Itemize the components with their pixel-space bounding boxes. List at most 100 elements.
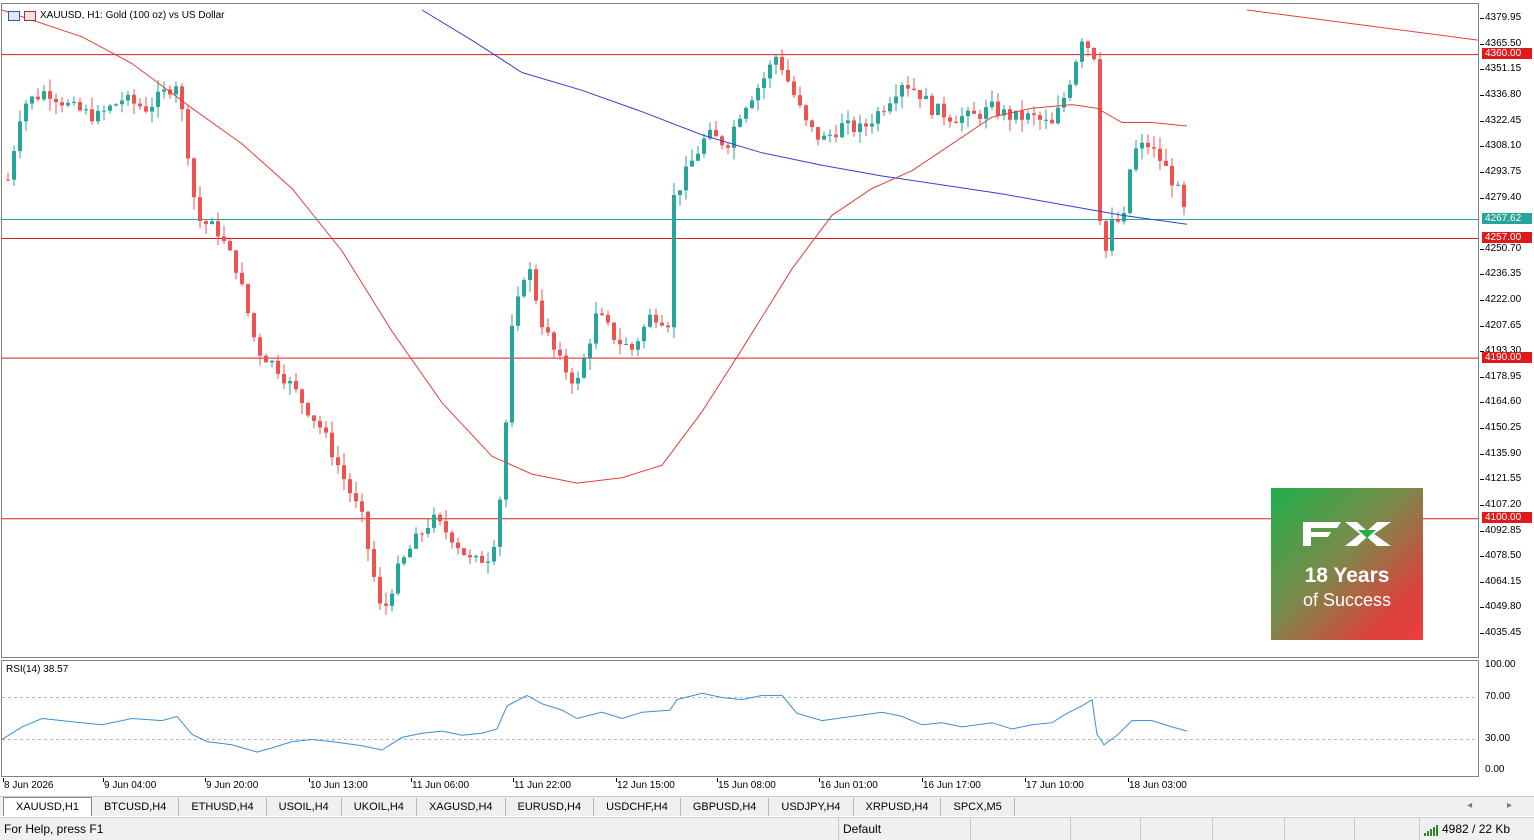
price-tick bbox=[1480, 530, 1484, 532]
candle bbox=[66, 99, 70, 108]
price-tick-label: 4178.95 bbox=[1485, 370, 1522, 382]
candle bbox=[264, 353, 268, 363]
promo-banner[interactable]: 18 Years of Success bbox=[1271, 488, 1423, 640]
time-tick bbox=[513, 778, 514, 782]
chart-tab[interactable]: ETHUSD,H4 bbox=[179, 798, 267, 816]
candle bbox=[1158, 137, 1162, 170]
chart-type-icon[interactable] bbox=[24, 10, 36, 21]
candle bbox=[324, 420, 328, 438]
price-scale[interactable]: 4379.95 4365.50 4351.15 4336.80 4322.45 4308.… bbox=[1480, 3, 1534, 658]
chart-tab[interactable]: USDJPY,H4 bbox=[769, 798, 854, 816]
rsi-scale[interactable]: 100.00 70.00 30.00 0.00 bbox=[1480, 659, 1534, 777]
chart-tab[interactable]: USDCHF,H4 bbox=[594, 798, 681, 816]
candle bbox=[1092, 47, 1096, 62]
chart-tab[interactable]: SPCX,M5 bbox=[941, 798, 1015, 816]
candle bbox=[1026, 110, 1030, 125]
candle bbox=[294, 373, 298, 393]
status-empty-1 bbox=[970, 818, 1070, 840]
candle bbox=[1002, 105, 1006, 121]
time-tick-label: 9 Jun 20:00 bbox=[206, 780, 259, 791]
candle bbox=[276, 354, 280, 380]
candle bbox=[354, 481, 358, 509]
candle bbox=[468, 549, 472, 565]
price-tick bbox=[1480, 633, 1484, 634]
candle bbox=[306, 402, 310, 418]
candle bbox=[894, 84, 898, 112]
status-empty-3 bbox=[1140, 818, 1212, 840]
price-tick-label: 4293.75 bbox=[1485, 165, 1522, 177]
candle bbox=[768, 60, 772, 88]
current-price-tag: 4267.62 bbox=[1482, 213, 1532, 225]
candle bbox=[654, 308, 658, 329]
rsi-tick-label: 30.00 bbox=[1485, 732, 1511, 744]
price-tick-label: 4092.85 bbox=[1485, 524, 1522, 536]
level-price-tag: 4190.00 bbox=[1482, 351, 1532, 363]
candle bbox=[924, 87, 928, 100]
price-tick bbox=[1480, 504, 1484, 506]
candle bbox=[90, 97, 94, 125]
candle bbox=[540, 289, 544, 335]
tab-scroll-arrows-icon[interactable]: ◂ ▸ bbox=[1467, 800, 1528, 811]
chart-tab[interactable]: BTCUSD,H4 bbox=[92, 798, 180, 816]
candle bbox=[1074, 59, 1078, 87]
chart-tab[interactable]: GBPUSD,H4 bbox=[681, 798, 770, 816]
candle bbox=[444, 510, 448, 540]
promo-headline: 18 Years bbox=[1304, 564, 1390, 587]
candle bbox=[1110, 207, 1114, 256]
candle bbox=[402, 555, 406, 567]
time-tick-label: 16 Jun 01:00 bbox=[820, 780, 878, 791]
candle bbox=[870, 113, 874, 134]
candle bbox=[1116, 211, 1120, 224]
chart-tab[interactable]: EURUSD,H4 bbox=[506, 798, 595, 816]
candle bbox=[348, 472, 352, 502]
candle bbox=[738, 114, 742, 128]
connection-status[interactable]: 4982 / 22 Kb bbox=[1419, 818, 1534, 840]
candle bbox=[744, 106, 748, 123]
candle bbox=[234, 250, 238, 280]
trend-line[interactable] bbox=[1246, 9, 1479, 41]
candle bbox=[876, 106, 880, 132]
candle bbox=[12, 145, 16, 187]
status-help-text: For Help, press F1 bbox=[4, 822, 104, 836]
price-chart[interactable] bbox=[2, 4, 1479, 658]
chart-tab[interactable]: XRPUSD,H4 bbox=[854, 798, 942, 816]
status-profile[interactable]: Default bbox=[838, 818, 970, 840]
candle bbox=[612, 322, 616, 345]
chart-tab[interactable]: XAUUSD,H1 bbox=[3, 797, 92, 816]
candle bbox=[972, 101, 976, 115]
rsi-indicator-pane[interactable]: RSI(14) 38.57 bbox=[1, 660, 1479, 777]
status-empty-4 bbox=[1212, 818, 1284, 840]
candle bbox=[426, 518, 430, 538]
candle bbox=[450, 530, 454, 549]
candle bbox=[1152, 135, 1156, 158]
chart-tab[interactable]: USOIL,H4 bbox=[267, 798, 342, 816]
level-price-tag: 4100.00 bbox=[1482, 512, 1532, 524]
price-chart-pane[interactable]: XAUUSD, H1: Gold (100 oz) vs US Dollar bbox=[1, 3, 1479, 658]
candle bbox=[462, 547, 466, 556]
candle bbox=[528, 261, 532, 293]
price-tick bbox=[1480, 18, 1484, 19]
candle bbox=[492, 540, 496, 566]
price-tick bbox=[1480, 146, 1484, 148]
time-tick-label: 18 Jun 03:00 bbox=[1129, 780, 1187, 791]
time-tick bbox=[205, 778, 206, 782]
candle bbox=[1050, 112, 1054, 124]
chart-tab[interactable]: UKOIL,H4 bbox=[342, 798, 417, 816]
candle bbox=[672, 182, 676, 339]
candle bbox=[486, 552, 490, 574]
candle bbox=[564, 348, 568, 380]
candle bbox=[852, 116, 856, 137]
time-scale[interactable]: 8 Jun 2026 9 Jun 04:00 9 Jun 20:00 10 Jun 1… bbox=[1, 778, 1479, 794]
candle bbox=[240, 262, 244, 287]
candle bbox=[396, 555, 400, 596]
candle bbox=[498, 496, 502, 557]
candle bbox=[618, 327, 622, 355]
chart-tab[interactable]: XAGUSD,H4 bbox=[417, 798, 506, 816]
candle bbox=[690, 149, 694, 167]
chart-properties-icon[interactable] bbox=[8, 10, 20, 21]
moving-average-slow-line bbox=[421, 9, 1188, 225]
candle bbox=[1140, 133, 1144, 160]
candle bbox=[648, 308, 652, 328]
candle bbox=[678, 190, 682, 206]
rsi-chart[interactable] bbox=[2, 661, 1479, 777]
